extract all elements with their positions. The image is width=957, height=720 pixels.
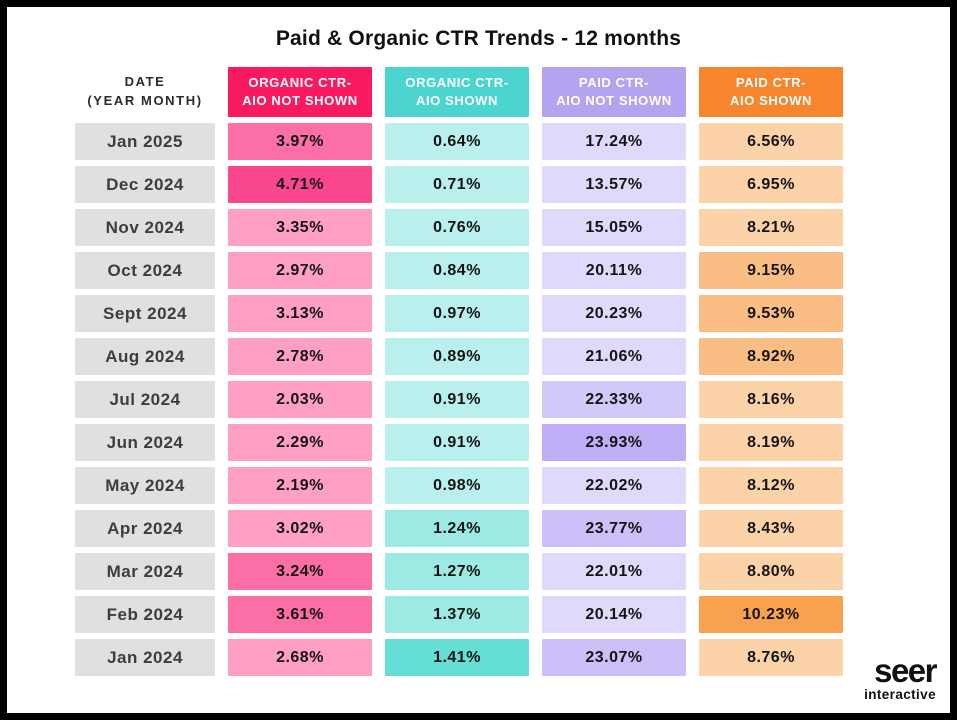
logo-subtext: interactive (864, 686, 936, 702)
date-cell: Dec 2024 (75, 166, 215, 203)
value-cell: 8.43% (699, 510, 843, 547)
value-cell: 8.16% (699, 381, 843, 418)
column-header-line2: AIO NOT SHOWN (242, 93, 358, 108)
value-cell: 20.11% (542, 252, 686, 289)
value-cell: 2.29% (228, 424, 372, 461)
value-cell: 6.95% (699, 166, 843, 203)
value-cell: 2.03% (228, 381, 372, 418)
value-cell: 8.21% (699, 209, 843, 246)
value-cell: 22.02% (542, 467, 686, 504)
value-cell: 0.97% (385, 295, 529, 332)
date-cell: Oct 2024 (75, 252, 215, 289)
column-header-line2: AIO SHOWN (416, 93, 498, 108)
value-cell: 2.68% (228, 639, 372, 676)
value-cell: 0.64% (385, 123, 529, 160)
value-cell: 23.77% (542, 510, 686, 547)
logo-wordmark: seer (874, 651, 937, 689)
value-cell: 0.76% (385, 209, 529, 246)
ctr-table: DATE (YEAR MONTH) ORGANIC CTR- AIO NOT S… (75, 67, 843, 676)
value-cell: 9.15% (699, 252, 843, 289)
column-header-line1: PAID CTR- (578, 75, 650, 91)
column-header: PAID CTR- AIO NOT SHOWN (542, 67, 686, 117)
value-cell: 8.19% (699, 424, 843, 461)
date-header-line1: DATE (124, 74, 166, 90)
column-header: ORGANIC CTR- AIO NOT SHOWN (228, 67, 372, 117)
value-cell: 8.80% (699, 553, 843, 590)
value-cell: 3.61% (228, 596, 372, 633)
value-cell: 0.91% (385, 381, 529, 418)
value-cell: 22.33% (542, 381, 686, 418)
value-cell: 1.24% (385, 510, 529, 547)
value-cell: 1.27% (385, 553, 529, 590)
value-cell: 9.53% (699, 295, 843, 332)
value-cell: 8.92% (699, 338, 843, 375)
value-cell: 2.97% (228, 252, 372, 289)
date-cell: Jan 2024 (75, 639, 215, 676)
value-cell: 22.01% (542, 553, 686, 590)
date-cell: Nov 2024 (75, 209, 215, 246)
value-cell: 3.24% (228, 553, 372, 590)
value-cell: 4.71% (228, 166, 372, 203)
date-cell: Jun 2024 (75, 424, 215, 461)
date-column-header: DATE (YEAR MONTH) (75, 67, 215, 117)
column-header-line2: AIO NOT SHOWN (556, 93, 672, 108)
value-cell: 1.37% (385, 596, 529, 633)
value-cell: 3.02% (228, 510, 372, 547)
value-cell: 15.05% (542, 209, 686, 246)
value-cell: 6.56% (699, 123, 843, 160)
value-cell: 2.78% (228, 338, 372, 375)
value-cell: 2.19% (228, 467, 372, 504)
value-cell: 20.14% (542, 596, 686, 633)
date-cell: Feb 2024 (75, 596, 215, 633)
value-cell: 21.06% (542, 338, 686, 375)
seer-interactive-logo: seer interactive (864, 651, 937, 702)
value-cell: 10.23% (699, 596, 843, 633)
page-title: Paid & Organic CTR Trends - 12 months (275, 27, 682, 50)
value-cell: 8.12% (699, 467, 843, 504)
value-cell: 0.71% (385, 166, 529, 203)
value-cell: 3.35% (228, 209, 372, 246)
date-cell: Apr 2024 (75, 510, 215, 547)
value-cell: 20.23% (542, 295, 686, 332)
value-cell: 23.93% (542, 424, 686, 461)
value-cell: 3.97% (228, 123, 372, 160)
column-header-line1: ORGANIC CTR- (248, 75, 352, 91)
value-cell: 3.13% (228, 295, 372, 332)
value-cell: 0.84% (385, 252, 529, 289)
value-cell: 8.76% (699, 639, 843, 676)
column-header-line2: AIO SHOWN (730, 93, 812, 108)
date-header-line2: (YEAR MONTH) (87, 93, 203, 108)
date-cell: Aug 2024 (75, 338, 215, 375)
value-cell: 17.24% (542, 123, 686, 160)
value-cell: 1.41% (385, 639, 529, 676)
value-cell: 23.07% (542, 639, 686, 676)
column-header: ORGANIC CTR- AIO SHOWN (385, 67, 529, 117)
date-cell: Sept 2024 (75, 295, 215, 332)
value-cell: 0.98% (385, 467, 529, 504)
date-cell: Mar 2024 (75, 553, 215, 590)
column-header-line1: PAID CTR- (735, 75, 807, 91)
value-cell: 13.57% (542, 166, 686, 203)
date-cell: Jul 2024 (75, 381, 215, 418)
value-cell: 0.91% (385, 424, 529, 461)
date-cell: Jan 2025 (75, 123, 215, 160)
column-header: PAID CTR- AIO SHOWN (699, 67, 843, 117)
date-cell: May 2024 (75, 467, 215, 504)
value-cell: 0.89% (385, 338, 529, 375)
column-header-line1: ORGANIC CTR- (405, 75, 509, 91)
